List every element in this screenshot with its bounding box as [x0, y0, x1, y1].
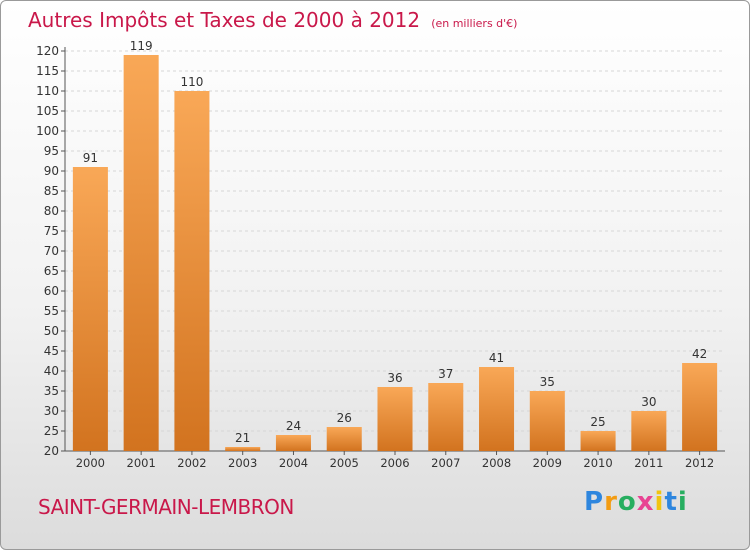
y-tick-label: 30 — [44, 404, 59, 418]
y-tick-label: 45 — [44, 344, 59, 358]
bar — [275, 435, 311, 451]
y-tick-label: 25 — [44, 424, 59, 438]
x-tick-label: 2008 — [482, 456, 511, 470]
bar-value-label: 37 — [438, 367, 453, 381]
logo-letter: P — [584, 487, 605, 517]
bar — [682, 363, 718, 451]
logo-letter: o — [617, 487, 637, 517]
bar-value-label: 21 — [235, 431, 250, 445]
bar — [174, 91, 210, 451]
chart-subtitle: (en milliers d'€) — [431, 17, 518, 30]
y-tick-label: 35 — [44, 384, 59, 398]
x-tick-label: 2004 — [279, 456, 308, 470]
chart-title-block: Autres Impôts et Taxes de 2000 à 2012 (e… — [28, 8, 517, 32]
bar-value-label: 110 — [180, 75, 203, 89]
logo-letter: x — [636, 487, 655, 517]
bar — [123, 55, 159, 451]
bar-value-label: 119 — [130, 39, 153, 53]
bar — [529, 391, 565, 451]
x-tick-label: 2010 — [583, 456, 612, 470]
bar-value-label: 42 — [692, 347, 707, 361]
logo-letter: i — [654, 487, 665, 517]
y-tick-label: 40 — [44, 364, 59, 378]
bar — [326, 427, 362, 451]
bar-value-label: 91 — [83, 151, 98, 165]
logo-letter: r — [604, 487, 618, 517]
x-tick-label: 2000 — [76, 456, 105, 470]
y-tick-label: 120 — [36, 44, 59, 58]
x-tick-label: 2002 — [177, 456, 206, 470]
y-tick-label: 70 — [44, 244, 59, 258]
bar-value-label: 25 — [590, 415, 605, 429]
bar-value-label: 36 — [387, 371, 402, 385]
chart-title: Autres Impôts et Taxes de 2000 à 2012 — [28, 8, 421, 32]
bar-value-label: 30 — [641, 395, 656, 409]
y-tick-label: 105 — [36, 104, 59, 118]
y-tick-label: 20 — [44, 444, 59, 458]
bar — [479, 367, 515, 451]
x-tick-label: 2011 — [634, 456, 663, 470]
x-tick-label: 2007 — [431, 456, 460, 470]
y-tick-label: 65 — [44, 264, 59, 278]
y-tick-label: 90 — [44, 164, 59, 178]
bar — [72, 167, 108, 451]
y-tick-label: 75 — [44, 224, 59, 238]
y-tick-label: 85 — [44, 184, 59, 198]
logo-letter: i — [677, 487, 688, 517]
bar-value-label: 41 — [489, 351, 504, 365]
logo-letter: t — [664, 487, 678, 517]
y-tick-label: 115 — [36, 64, 59, 78]
y-tick-label: 80 — [44, 204, 59, 218]
x-tick-label: 2001 — [127, 456, 156, 470]
bar — [631, 411, 667, 451]
x-tick-label: 2006 — [380, 456, 409, 470]
x-tick-label: 2003 — [228, 456, 257, 470]
bar — [377, 387, 413, 451]
y-tick-label: 55 — [44, 304, 59, 318]
bar — [225, 447, 261, 451]
commune-name: SAINT-GERMAIN-LEMBRON — [38, 495, 294, 519]
bar — [428, 383, 464, 451]
y-tick-label: 95 — [44, 144, 59, 158]
y-tick-label: 100 — [36, 124, 59, 138]
y-tick-label: 110 — [36, 84, 59, 98]
x-tick-label: 2012 — [685, 456, 714, 470]
y-tick-label: 50 — [44, 324, 59, 338]
x-tick-label: 2005 — [330, 456, 359, 470]
y-tick-label: 60 — [44, 284, 59, 298]
proxiti-logo: Proxiti — [584, 487, 688, 517]
x-tick-label: 2009 — [533, 456, 562, 470]
bar-value-label: 24 — [286, 419, 301, 433]
bar-value-label: 35 — [540, 375, 555, 389]
bar — [580, 431, 616, 451]
bar-value-label: 26 — [337, 411, 352, 425]
